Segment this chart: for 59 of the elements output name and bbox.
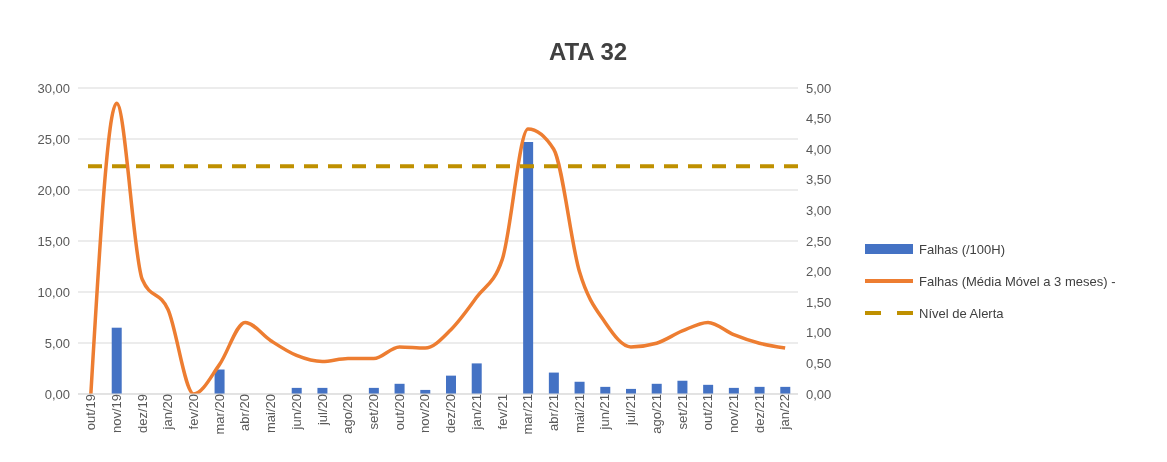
y2-tick-label: 4,00 (806, 141, 832, 157)
x-tick-label: ago/21 (648, 394, 664, 434)
legend-label: Falhas (Média Móvel a 3 meses) - (919, 273, 1116, 289)
bar (471, 363, 482, 394)
legend-label: Nível de Alerta (919, 305, 1004, 321)
y2-tick-label: 1,50 (806, 294, 832, 310)
y2-tick-label: 0,00 (806, 386, 832, 402)
y-tick-label: 25,00 (37, 131, 70, 147)
y2-tick-label: 4,50 (806, 111, 832, 127)
x-tick-label: mai/21 (571, 394, 587, 434)
x-tick-label: fev/21 (494, 394, 510, 430)
x-tick-label: set/21 (674, 394, 690, 430)
bar (677, 380, 688, 394)
y-tick-label: 20,00 (37, 182, 70, 198)
x-tick-label: out/19 (83, 394, 99, 431)
y2-tick-label: 3,50 (806, 172, 832, 188)
line-series (89, 101, 787, 394)
bar (523, 142, 534, 394)
x-tick-label: mar/21 (520, 394, 536, 435)
y-tick-label: 0,00 (44, 386, 70, 402)
bar (548, 372, 559, 394)
x-tick-label: dez/20 (443, 394, 459, 434)
y2-tick-label: 2,00 (806, 264, 832, 280)
x-tick-label: ago/20 (340, 394, 356, 434)
x-tick-label: dez/19 (134, 394, 150, 434)
x-tick-label: nov/19 (108, 394, 124, 434)
y2-tick-label: 0,50 (806, 356, 832, 372)
x-tick-label: abr/20 (237, 394, 253, 431)
chart-title: ATA 32 (547, 38, 629, 66)
x-tick-label: mai/20 (263, 394, 279, 434)
x-tick-label: jun/20 (288, 394, 304, 431)
bar (214, 369, 225, 394)
y-tick-label: 10,00 (37, 284, 70, 300)
y2-tick-label: 5,00 (806, 80, 832, 96)
bar (111, 327, 122, 394)
x-tick-label: mar/20 (211, 394, 227, 435)
y-tick-label: 30,00 (37, 80, 70, 96)
bar (446, 375, 456, 394)
x-tick-label: nov/21 (725, 394, 741, 434)
y-tick-label: 15,00 (37, 233, 70, 249)
x-tick-label: set/20 (365, 394, 381, 430)
x-tick-label: nov/20 (417, 394, 433, 434)
x-tick-label: abr/21 (545, 394, 561, 431)
x-tick-label: out/21 (700, 394, 716, 431)
legend-label: Falhas (/100H) (919, 241, 1005, 257)
y-tick-label: 5,00 (44, 335, 70, 351)
x-tick-label: out/20 (391, 394, 407, 431)
y2-tick-label: 1,00 (806, 325, 832, 341)
x-tick-label: fev/20 (185, 394, 201, 430)
y2-tick-label: 3,00 (806, 203, 832, 219)
y2-tick-label: 2,50 (806, 233, 832, 249)
x-tick-label: dez/21 (751, 394, 767, 434)
x-tick-label: jan/20 (160, 394, 176, 431)
x-tick-label: jul/21 (623, 394, 639, 427)
x-tick-label: jan/21 (468, 394, 484, 431)
bar (574, 381, 585, 394)
x-tick-label: jun/21 (597, 394, 613, 431)
x-tick-label: jul/20 (314, 394, 330, 427)
x-tick-label: jan/22 (777, 394, 793, 431)
